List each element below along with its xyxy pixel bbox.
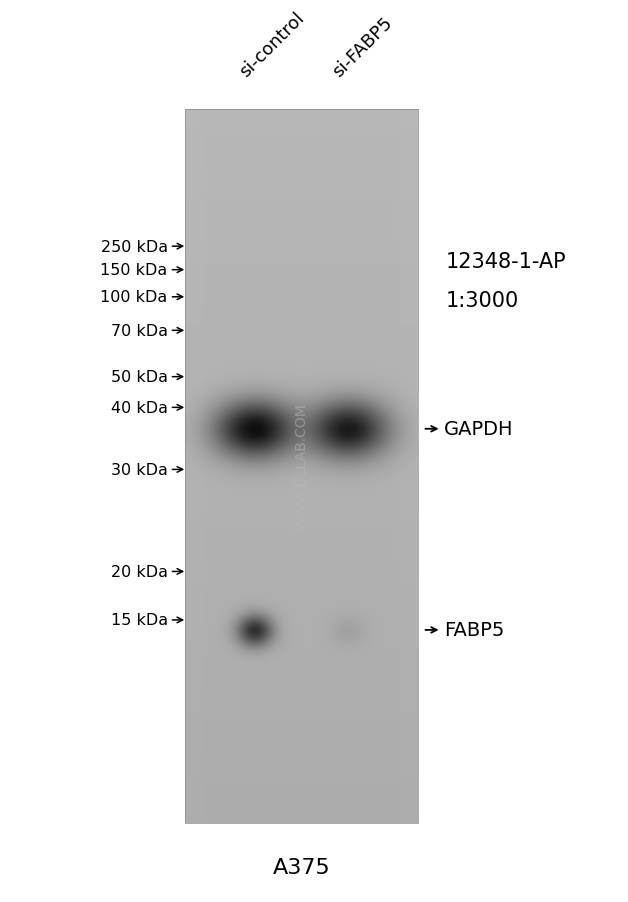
Text: 70 kDa: 70 kDa — [111, 324, 168, 338]
Text: 50 kDa: 50 kDa — [111, 370, 168, 385]
Text: 30 kDa: 30 kDa — [111, 463, 168, 477]
Text: si-FABP5: si-FABP5 — [329, 14, 396, 81]
Text: 1:3000: 1:3000 — [446, 290, 519, 311]
Text: WWW.GLLAB.COM: WWW.GLLAB.COM — [295, 403, 308, 529]
Text: GAPDH: GAPDH — [444, 419, 514, 438]
Text: si-control: si-control — [236, 10, 308, 81]
Text: 12348-1-AP: 12348-1-AP — [446, 252, 566, 272]
Text: 15 kDa: 15 kDa — [111, 612, 168, 628]
Text: 20 kDa: 20 kDa — [111, 565, 168, 579]
Text: 250 kDa: 250 kDa — [100, 239, 168, 254]
Text: FABP5: FABP5 — [444, 621, 504, 640]
Text: 40 kDa: 40 kDa — [111, 400, 168, 416]
Text: A375: A375 — [273, 857, 330, 877]
Text: 150 kDa: 150 kDa — [100, 262, 168, 278]
Text: 100 kDa: 100 kDa — [100, 290, 168, 305]
Bar — [185, 110, 418, 823]
